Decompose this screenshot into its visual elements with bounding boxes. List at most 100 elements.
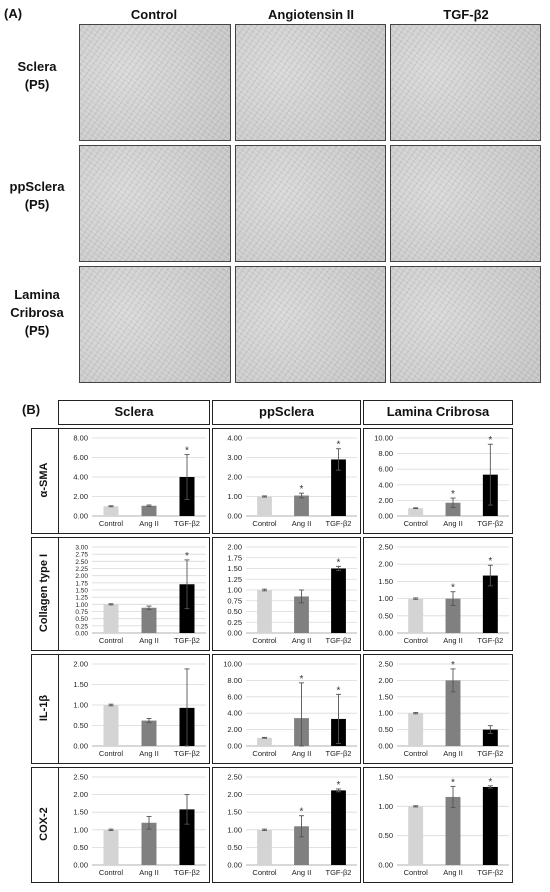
chart-cox-2-ppsclera-xtick-label: Ang II bbox=[292, 868, 312, 877]
row-label-box-cox2 bbox=[31, 767, 58, 883]
chart-cox-2-lamina-cribrosa-xtick-label: Control bbox=[404, 868, 429, 877]
chart-cox-2-ppsclera-xtick-label: Control bbox=[252, 868, 277, 877]
chart-cell-asma-sclera bbox=[58, 428, 210, 534]
chart-collagen-type-i-ppsclera-bar-ang-ii bbox=[294, 596, 309, 633]
chart-il-1-ppsclera-ytick-label: 0.00 bbox=[227, 742, 242, 751]
chart-il-1-lamina-cribrosa-bar-control bbox=[408, 713, 424, 746]
panel-b-label: (B) bbox=[22, 402, 41, 417]
chart-sma-lamina-cribrosa-xtick-label: Ang II bbox=[443, 519, 463, 528]
chart-cox-2-lamina-cribrosa-xtick-label: TGF-β2 bbox=[477, 868, 503, 877]
chart-cox-2-lamina-cribrosa-bar-tgf-2 bbox=[482, 786, 498, 865]
column-header-sclera: Sclera bbox=[58, 400, 210, 425]
chart-sma-ppsclera-ytick-label: 0.00 bbox=[227, 512, 242, 521]
chart-collagen-type-i-lamina-cribrosa-ytick-label: 1.00 bbox=[378, 594, 393, 603]
chart-il-1-sclera-bar-control bbox=[103, 705, 119, 746]
chart-il-1-sclera-ytick-label: 1.50 bbox=[73, 680, 88, 689]
chart-collagen-type-i-ppsclera-bar-tgf-2 bbox=[331, 568, 346, 633]
chart-sma-sclera-ytick-label: 8.00 bbox=[73, 434, 88, 443]
chart-cell-collagen-sclera bbox=[58, 537, 210, 651]
chart-collagen-type-i-lamina-cribrosa-ytick-label: 0.50 bbox=[378, 611, 393, 620]
chart-collagen-type-i-sclera-ytick-label: 2.75 bbox=[75, 552, 88, 559]
chart-collagen-type-i-sclera-ytick-label: 1.25 bbox=[75, 595, 88, 602]
chart-collagen-type-i-ppsclera-xtick-label: Ang II bbox=[292, 636, 312, 645]
chart-cox-2-lamina-cribrosa: 0.00 0.50 1.00 1.50 Control * Ang II * TGF-β2 bbox=[378, 773, 509, 877]
chart-il-1-ppsclera-xtick-label: TGF-β2 bbox=[326, 749, 352, 758]
chart-cox-2-sclera-bar-tgf-2 bbox=[179, 809, 195, 865]
chart-sma-lamina-cribrosa-bar-ang-ii bbox=[445, 502, 461, 516]
chart-il-1-ppsclera: 0.00 2.00 4.00 6.00 8.00 10.00 Control * Ang II *… bbox=[223, 660, 357, 758]
chart-sma-ppsclera-significance-ang-ii: * bbox=[300, 484, 304, 495]
chart-sma-ppsclera-ytick-label: 1.00 bbox=[227, 492, 242, 501]
chart-il-1-sclera-ytick-label: 1.00 bbox=[73, 701, 88, 710]
chart-sma-sclera-xtick-label: Control bbox=[99, 519, 124, 528]
panel-a-label: (A) bbox=[4, 6, 23, 21]
chart-collagen-type-i-sclera-ytick-label: 2.25 bbox=[75, 566, 88, 573]
chart-cox-2-ppsclera-bar-control bbox=[257, 829, 272, 865]
chart-sma-ppsclera-significance-tgf-2: * bbox=[337, 440, 341, 451]
chart-cox-2-lamina-cribrosa-ytick-label: 0.50 bbox=[378, 831, 393, 840]
chart-collagen-type-i-ppsclera-bar-control bbox=[257, 590, 272, 633]
micrograph-sclera-tgf bbox=[390, 24, 541, 141]
chart-cox-2-sclera-ytick-label: 2.00 bbox=[73, 790, 88, 799]
chart-cox-2-sclera-ytick-label: 1.00 bbox=[73, 825, 88, 834]
chart-sma-lamina-cribrosa-significance-ang-ii: * bbox=[451, 489, 455, 500]
chart-cox-2-lamina-cribrosa-ytick-label: 1.00 bbox=[378, 802, 393, 811]
row-label-box-collagen bbox=[31, 537, 58, 651]
chart-sma-ppsclera-xtick-label: Ang II bbox=[292, 519, 312, 528]
chart-collagen-type-i-sclera-ytick-label: 3.00 bbox=[75, 545, 88, 552]
chart-cox-2-ppsclera-ytick-label: 0.50 bbox=[227, 843, 242, 852]
chart-sma-lamina-cribrosa-bar-control bbox=[408, 508, 424, 516]
chart-sma-lamina-cribrosa-ytick-label: 10.00 bbox=[374, 434, 393, 443]
chart-il-1-sclera-ytick-label: 0.00 bbox=[73, 742, 88, 751]
chart-cell-asma-ppsclera bbox=[212, 428, 361, 534]
chart-collagen-type-i-ppsclera-ytick-label: 2.00 bbox=[227, 543, 242, 552]
chart-il-1-sclera-xtick-label: TGF-β2 bbox=[174, 749, 200, 758]
chart-collagen-type-i-sclera-ytick-label: 0.25 bbox=[75, 623, 88, 630]
chart-il-1-lamina-cribrosa: 0.00 0.50 1.00 1.50 2.00 2.50 Control * Ang II TG… bbox=[378, 660, 509, 758]
chart-il-1-ppsclera-bar-control bbox=[257, 737, 272, 746]
chart-il-1-sclera: 0.00 0.50 1.00 1.50 2.00 Control Ang II TGF-β2 bbox=[73, 660, 206, 758]
chart-cox-2-lamina-cribrosa-significance-tgf-2: * bbox=[488, 777, 492, 788]
chart-cox-2-ppsclera: 0.00 0.50 1.00 1.50 2.00 2.50 Control * Ang II * T… bbox=[227, 773, 357, 877]
chart-il-1-sclera-xtick-label: Ang II bbox=[139, 749, 159, 758]
chart-cox-2-ppsclera-ytick-label: 0.00 bbox=[227, 861, 242, 870]
chart-il-1-ppsclera-ytick-label: 6.00 bbox=[227, 692, 242, 701]
chart-sma-lamina-cribrosa-ytick-label: 0.00 bbox=[378, 512, 393, 521]
chart-il-1-lamina-cribrosa-ytick-label: 0.50 bbox=[378, 725, 393, 734]
micrograph-ppsclera-control bbox=[79, 145, 231, 262]
chart-il-1-ppsclera-xtick-label: Ang II bbox=[292, 749, 312, 758]
chart-collagen-type-i-ppsclera-ytick-label: 0.75 bbox=[227, 596, 242, 605]
column-header-control: Control bbox=[130, 7, 178, 22]
micrograph-lamina-tgf bbox=[390, 266, 541, 383]
chart-collagen-type-i-sclera-xtick-label: TGF-β2 bbox=[174, 636, 200, 645]
chart-cell-cox2-ppsclera bbox=[212, 767, 361, 883]
chart-collagen-type-i-lamina-cribrosa-xtick-label: Ang II bbox=[443, 636, 463, 645]
chart-sma-ppsclera-ytick-label: 4.00 bbox=[227, 434, 242, 443]
micrograph-lamina-control bbox=[79, 266, 231, 383]
chart-cell-collagen-ppsclera bbox=[212, 537, 361, 651]
chart-cox-2-lamina-cribrosa-ytick-label: 0.00 bbox=[378, 861, 393, 870]
chart-sma-ppsclera-xtick-label: TGF-β2 bbox=[326, 519, 352, 528]
chart-collagen-type-i-sclera-ytick-label: 0.50 bbox=[75, 616, 88, 623]
chart-collagen-type-i-ppsclera-ytick-label: 1.25 bbox=[227, 575, 242, 584]
chart-cox-2-ppsclera-ytick-label: 1.00 bbox=[227, 825, 242, 834]
chart-il-1-lamina-cribrosa-ytick-label: 2.00 bbox=[378, 676, 393, 685]
chart-cox-2-lamina-cribrosa-significance-ang-ii: * bbox=[451, 777, 455, 788]
chart-sma-ppsclera-xtick-label: Control bbox=[252, 519, 277, 528]
chart-sma-sclera-bar-ang-ii bbox=[141, 505, 157, 516]
chart-collagen-type-i-sclera-xtick-label: Ang II bbox=[139, 636, 159, 645]
chart-sma-ppsclera-bar-tgf-2 bbox=[331, 459, 346, 516]
chart-il-1-sclera-xtick-label: Control bbox=[99, 749, 124, 758]
column-header-tgf: TGF-β2 bbox=[443, 7, 489, 22]
chart-il-1-lamina-cribrosa-bar-ang-ii bbox=[445, 680, 461, 746]
chart-collagen-type-i-ppsclera-xtick-label: Control bbox=[252, 636, 277, 645]
chart-sma-sclera-xtick-label: TGF-β2 bbox=[174, 519, 200, 528]
chart-collagen-type-i-ppsclera-ytick-label: 0.25 bbox=[227, 618, 242, 627]
chart-cox-2-ppsclera-ytick-label: 1.50 bbox=[227, 808, 242, 817]
chart-il-1-lamina-cribrosa-ytick-label: 1.50 bbox=[378, 692, 393, 701]
chart-collagen-type-i-lamina-cribrosa-bar-control bbox=[408, 598, 424, 633]
chart-il-1-ppsclera-ytick-label: 10.00 bbox=[223, 660, 242, 669]
chart-collagen-type-i-lamina-cribrosa-ytick-label: 2.50 bbox=[378, 543, 393, 552]
chart-sma-sclera-ytick-label: 4.00 bbox=[73, 473, 88, 482]
chart-sma-ppsclera-ytick-label: 3.00 bbox=[227, 453, 242, 462]
